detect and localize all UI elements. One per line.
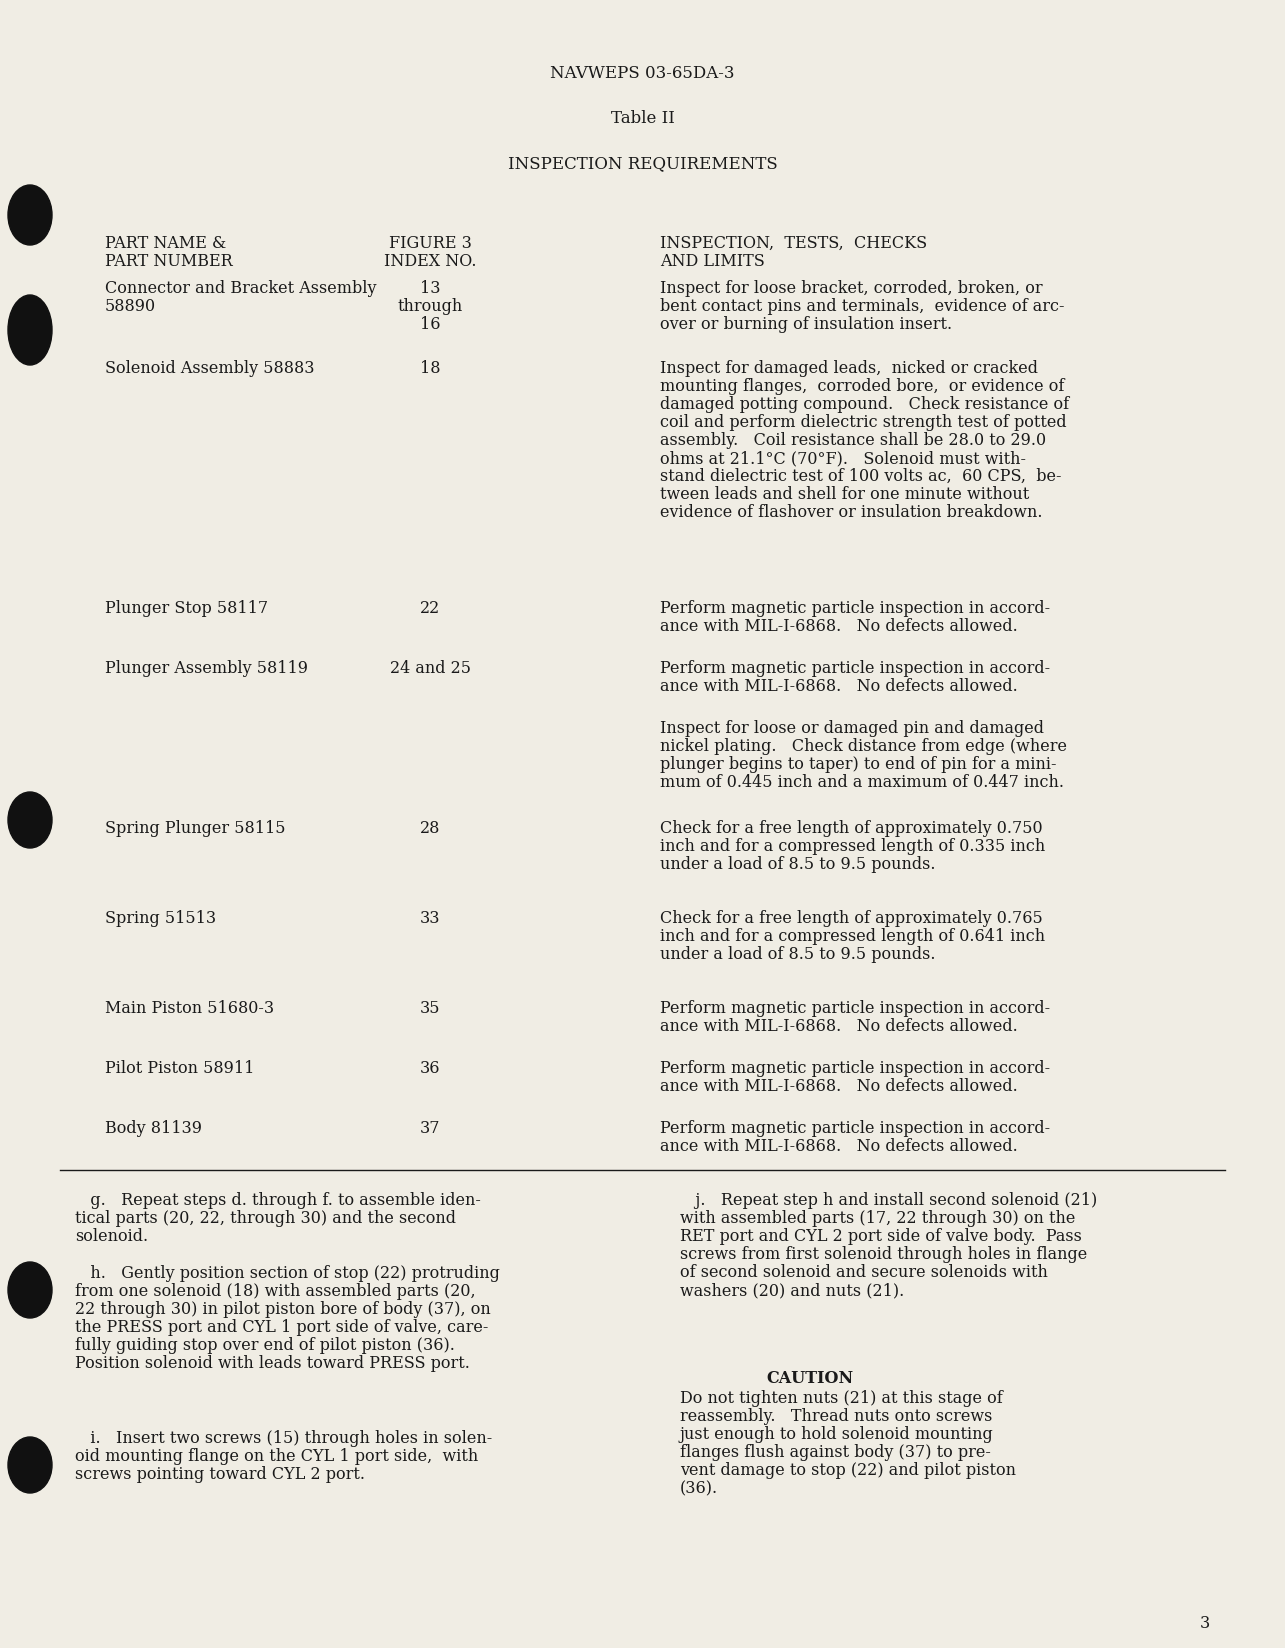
Text: Spring Plunger 58115: Spring Plunger 58115 xyxy=(105,821,285,837)
Text: nickel plating.   Check distance from edge (where: nickel plating. Check distance from edge… xyxy=(660,738,1067,755)
Text: i.   Insert two screws (15) through holes in solen-: i. Insert two screws (15) through holes … xyxy=(75,1430,492,1447)
Text: through: through xyxy=(397,298,463,315)
Text: oid mounting flange on the CYL 1 port side,  with: oid mounting flange on the CYL 1 port si… xyxy=(75,1449,478,1465)
Text: under a load of 8.5 to 9.5 pounds.: under a load of 8.5 to 9.5 pounds. xyxy=(660,946,935,962)
Text: 22: 22 xyxy=(420,600,441,616)
Text: NAVWEPS 03-65DA-3: NAVWEPS 03-65DA-3 xyxy=(550,64,735,82)
Text: 3: 3 xyxy=(1200,1615,1210,1632)
Text: 16: 16 xyxy=(420,316,441,333)
Text: reassembly.   Thread nuts onto screws: reassembly. Thread nuts onto screws xyxy=(680,1407,992,1426)
Text: with assembled parts (17, 22 through 30) on the: with assembled parts (17, 22 through 30)… xyxy=(680,1210,1076,1228)
Text: 58890: 58890 xyxy=(105,298,155,315)
Text: ance with MIL-I-6868.   No defects allowed.: ance with MIL-I-6868. No defects allowed… xyxy=(660,1078,1018,1094)
Text: INSPECTION REQUIREMENTS: INSPECTION REQUIREMENTS xyxy=(508,155,777,171)
Text: 28: 28 xyxy=(420,821,441,837)
Text: coil and perform dielectric strength test of potted: coil and perform dielectric strength tes… xyxy=(660,414,1067,432)
Text: ance with MIL-I-6868.   No defects allowed.: ance with MIL-I-6868. No defects allowed… xyxy=(660,618,1018,634)
Text: Solenoid Assembly 58883: Solenoid Assembly 58883 xyxy=(105,359,315,377)
Text: 35: 35 xyxy=(420,1000,441,1017)
Text: screws from first solenoid through holes in flange: screws from first solenoid through holes… xyxy=(680,1246,1087,1262)
Text: under a load of 8.5 to 9.5 pounds.: under a load of 8.5 to 9.5 pounds. xyxy=(660,855,935,873)
Text: 22 through 30) in pilot piston bore of body (37), on: 22 through 30) in pilot piston bore of b… xyxy=(75,1300,491,1318)
Text: mum of 0.445 inch and a maximum of 0.447 inch.: mum of 0.445 inch and a maximum of 0.447… xyxy=(660,775,1064,791)
Text: 24 and 25: 24 and 25 xyxy=(389,659,470,677)
Text: FIGURE 3: FIGURE 3 xyxy=(388,236,472,252)
Text: INDEX NO.: INDEX NO. xyxy=(384,254,477,270)
Text: Body 81139: Body 81139 xyxy=(105,1121,202,1137)
Text: washers (20) and nuts (21).: washers (20) and nuts (21). xyxy=(680,1282,905,1299)
Text: INSPECTION,  TESTS,  CHECKS: INSPECTION, TESTS, CHECKS xyxy=(660,236,926,252)
Text: ohms at 21.1°C (70°F).   Solenoid must with-: ohms at 21.1°C (70°F). Solenoid must wit… xyxy=(660,450,1025,466)
Text: PART NAME &: PART NAME & xyxy=(105,236,226,252)
Ellipse shape xyxy=(8,793,51,849)
Text: 33: 33 xyxy=(420,910,441,928)
Ellipse shape xyxy=(8,295,51,364)
Text: of second solenoid and secure solenoids with: of second solenoid and secure solenoids … xyxy=(680,1264,1047,1280)
Text: Pilot Piston 58911: Pilot Piston 58911 xyxy=(105,1060,254,1078)
Text: Perform magnetic particle inspection in accord-: Perform magnetic particle inspection in … xyxy=(660,1121,1050,1137)
Text: Table II: Table II xyxy=(610,110,675,127)
Text: vent damage to stop (22) and pilot piston: vent damage to stop (22) and pilot pisto… xyxy=(680,1462,1016,1478)
Text: fully guiding stop over end of pilot piston (36).: fully guiding stop over end of pilot pis… xyxy=(75,1337,455,1355)
Text: mounting flanges,  corroded bore,  or evidence of: mounting flanges, corroded bore, or evid… xyxy=(660,377,1064,396)
Text: (36).: (36). xyxy=(680,1480,718,1496)
Text: Perform magnetic particle inspection in accord-: Perform magnetic particle inspection in … xyxy=(660,1000,1050,1017)
Text: 37: 37 xyxy=(420,1121,441,1137)
Text: Perform magnetic particle inspection in accord-: Perform magnetic particle inspection in … xyxy=(660,659,1050,677)
Text: assembly.   Coil resistance shall be 28.0 to 29.0: assembly. Coil resistance shall be 28.0 … xyxy=(660,432,1046,448)
Text: tween leads and shell for one minute without: tween leads and shell for one minute wit… xyxy=(660,486,1029,503)
Text: Connector and Bracket Assembly: Connector and Bracket Assembly xyxy=(105,280,377,297)
Text: just enough to hold solenoid mounting: just enough to hold solenoid mounting xyxy=(680,1426,993,1444)
Text: plunger begins to taper) to end of pin for a mini-: plunger begins to taper) to end of pin f… xyxy=(660,756,1056,773)
Text: 13: 13 xyxy=(420,280,441,297)
Text: damaged potting compound.   Check resistance of: damaged potting compound. Check resistan… xyxy=(660,396,1069,414)
Text: evidence of flashover or insulation breakdown.: evidence of flashover or insulation brea… xyxy=(660,504,1042,521)
Text: screws pointing toward CYL 2 port.: screws pointing toward CYL 2 port. xyxy=(75,1467,365,1483)
Text: tical parts (20, 22, through 30) and the second: tical parts (20, 22, through 30) and the… xyxy=(75,1210,456,1228)
Text: Do not tighten nuts (21) at this stage of: Do not tighten nuts (21) at this stage o… xyxy=(680,1389,1002,1407)
Text: j.   Repeat step h and install second solenoid (21): j. Repeat step h and install second sole… xyxy=(680,1192,1097,1210)
Text: over or burning of insulation insert.: over or burning of insulation insert. xyxy=(660,316,952,333)
Text: AND LIMITS: AND LIMITS xyxy=(660,254,765,270)
Text: 36: 36 xyxy=(420,1060,441,1078)
Text: flanges flush against body (37) to pre-: flanges flush against body (37) to pre- xyxy=(680,1444,991,1462)
Text: Inspect for loose or damaged pin and damaged: Inspect for loose or damaged pin and dam… xyxy=(660,720,1043,737)
Text: solenoid.: solenoid. xyxy=(75,1228,148,1244)
Text: h.   Gently position section of stop (22) protruding: h. Gently position section of stop (22) … xyxy=(75,1266,500,1282)
Text: ance with MIL-I-6868.   No defects allowed.: ance with MIL-I-6868. No defects allowed… xyxy=(660,677,1018,695)
Text: inch and for a compressed length of 0.641 inch: inch and for a compressed length of 0.64… xyxy=(660,928,1045,944)
Text: Main Piston 51680-3: Main Piston 51680-3 xyxy=(105,1000,274,1017)
Text: PART NUMBER: PART NUMBER xyxy=(105,254,233,270)
Ellipse shape xyxy=(8,1437,51,1493)
Text: stand dielectric test of 100 volts ac,  60 CPS,  be-: stand dielectric test of 100 volts ac, 6… xyxy=(660,468,1061,485)
Text: Check for a free length of approximately 0.750: Check for a free length of approximately… xyxy=(660,821,1042,837)
Text: RET port and CYL 2 port side of valve body.  Pass: RET port and CYL 2 port side of valve bo… xyxy=(680,1228,1082,1244)
Text: 18: 18 xyxy=(420,359,441,377)
Text: ance with MIL-I-6868.   No defects allowed.: ance with MIL-I-6868. No defects allowed… xyxy=(660,1018,1018,1035)
Text: inch and for a compressed length of 0.335 inch: inch and for a compressed length of 0.33… xyxy=(660,837,1045,855)
Text: Check for a free length of approximately 0.765: Check for a free length of approximately… xyxy=(660,910,1042,928)
Text: from one solenoid (18) with assembled parts (20,: from one solenoid (18) with assembled pa… xyxy=(75,1284,475,1300)
Ellipse shape xyxy=(8,185,51,246)
Text: bent contact pins and terminals,  evidence of arc-: bent contact pins and terminals, evidenc… xyxy=(660,298,1064,315)
Text: Inspect for loose bracket, corroded, broken, or: Inspect for loose bracket, corroded, bro… xyxy=(660,280,1042,297)
Text: g.   Repeat steps d. through f. to assemble iden-: g. Repeat steps d. through f. to assembl… xyxy=(75,1192,481,1210)
Ellipse shape xyxy=(8,1262,51,1318)
Text: Perform magnetic particle inspection in accord-: Perform magnetic particle inspection in … xyxy=(660,600,1050,616)
Text: the PRESS port and CYL 1 port side of valve, care-: the PRESS port and CYL 1 port side of va… xyxy=(75,1318,488,1337)
Text: Plunger Assembly 58119: Plunger Assembly 58119 xyxy=(105,659,308,677)
Text: Inspect for damaged leads,  nicked or cracked: Inspect for damaged leads, nicked or cra… xyxy=(660,359,1038,377)
Text: Plunger Stop 58117: Plunger Stop 58117 xyxy=(105,600,269,616)
Text: Perform magnetic particle inspection in accord-: Perform magnetic particle inspection in … xyxy=(660,1060,1050,1078)
Text: ance with MIL-I-6868.   No defects allowed.: ance with MIL-I-6868. No defects allowed… xyxy=(660,1139,1018,1155)
Text: Spring 51513: Spring 51513 xyxy=(105,910,216,928)
Text: CAUTION: CAUTION xyxy=(766,1369,853,1388)
Text: Position solenoid with leads toward PRESS port.: Position solenoid with leads toward PRES… xyxy=(75,1355,470,1373)
